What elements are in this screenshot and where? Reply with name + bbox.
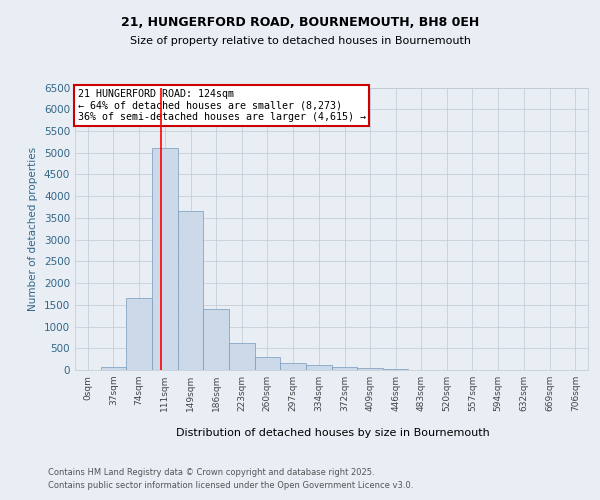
Bar	[152, 148, 178, 370]
Bar	[126, 298, 152, 370]
Bar	[178, 212, 203, 370]
Bar	[383, 368, 409, 370]
Bar	[280, 364, 305, 370]
Bar	[203, 309, 229, 370]
Bar	[358, 368, 383, 370]
Bar	[254, 357, 280, 370]
Text: Contains HM Land Registry data © Crown copyright and database right 2025.: Contains HM Land Registry data © Crown c…	[48, 468, 374, 477]
Text: 21, HUNGERFORD ROAD, BOURNEMOUTH, BH8 0EH: 21, HUNGERFORD ROAD, BOURNEMOUTH, BH8 0E…	[121, 16, 479, 29]
Text: Size of property relative to detached houses in Bournemouth: Size of property relative to detached ho…	[130, 36, 470, 46]
Y-axis label: Number of detached properties: Number of detached properties	[28, 146, 38, 311]
Bar	[229, 343, 254, 370]
Bar	[332, 366, 358, 370]
Text: Distribution of detached houses by size in Bournemouth: Distribution of detached houses by size …	[176, 428, 490, 438]
Bar	[101, 366, 126, 370]
Text: 21 HUNGERFORD ROAD: 124sqm
← 64% of detached houses are smaller (8,273)
36% of s: 21 HUNGERFORD ROAD: 124sqm ← 64% of deta…	[77, 89, 365, 122]
Bar	[305, 365, 332, 370]
Text: Contains public sector information licensed under the Open Government Licence v3: Contains public sector information licen…	[48, 482, 413, 490]
